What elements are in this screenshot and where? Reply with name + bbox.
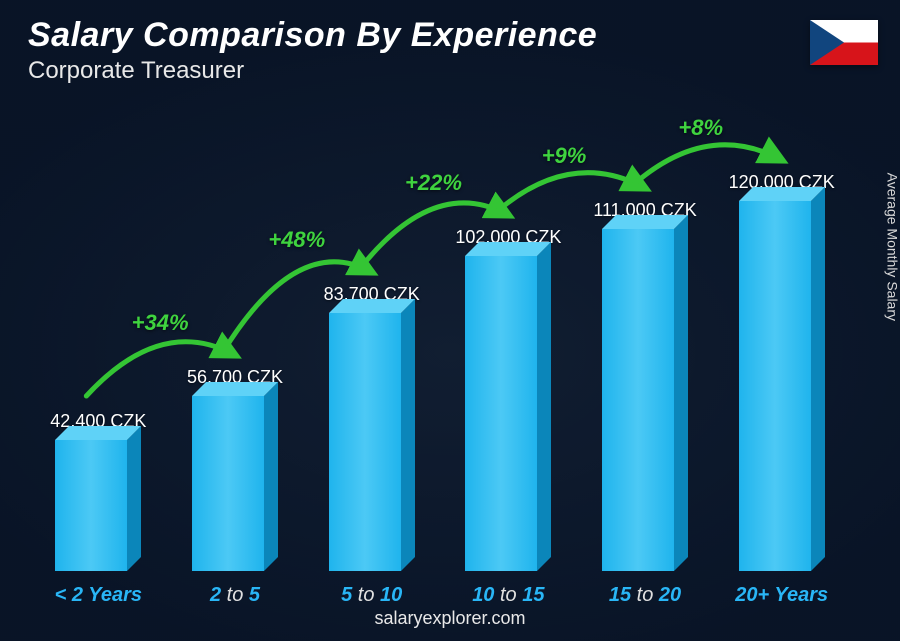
flag-icon: [810, 20, 878, 65]
category-label: < 2 Years: [55, 584, 142, 607]
footer-credit: salaryexplorer.com: [0, 608, 900, 629]
y-axis-label: Average Monthly Salary: [884, 172, 900, 320]
bar-slot: 111,000 CZK15 to 20: [577, 100, 714, 571]
category-label: 10 to 15: [472, 584, 544, 607]
bar-slot: 120,000 CZK20+ Years: [713, 100, 850, 571]
growth-label: +22%: [405, 170, 462, 196]
growth-label: +48%: [268, 227, 325, 253]
infographic-canvas: Salary Comparison By Experience Corporat…: [0, 0, 900, 641]
title-block: Salary Comparison By Experience Corporat…: [28, 16, 597, 85]
bar: [465, 256, 551, 571]
category-label: 5 to 10: [341, 584, 402, 607]
bar: [739, 201, 825, 571]
growth-label: +8%: [678, 115, 723, 141]
page-title: Salary Comparison By Experience: [28, 16, 597, 55]
chart-area: 42,400 CZK< 2 Years56,700 CZK2 to 583,70…: [30, 100, 850, 571]
bar: [602, 229, 688, 571]
category-label: 20+ Years: [735, 584, 828, 607]
bar: [329, 313, 415, 571]
bar: [55, 440, 141, 571]
category-label: 2 to 5: [210, 584, 260, 607]
growth-label: +9%: [542, 143, 587, 169]
bar: [192, 396, 278, 571]
page-subtitle: Corporate Treasurer: [28, 57, 597, 85]
category-label: 15 to 20: [609, 584, 681, 607]
growth-label: +34%: [132, 310, 189, 336]
